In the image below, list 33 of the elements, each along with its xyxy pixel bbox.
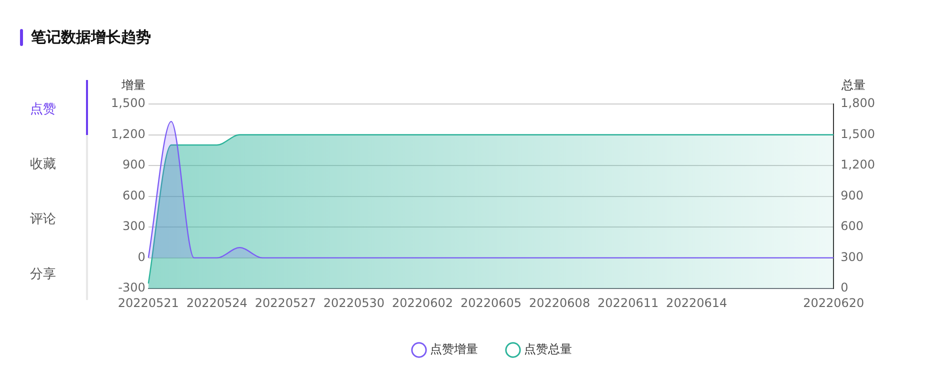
y2-tick-label: 1,500 bbox=[840, 126, 876, 141]
y-axis-title: 增量 bbox=[120, 78, 146, 92]
text: 点赞 bbox=[30, 101, 56, 118]
x-tick-label: 20220608 bbox=[528, 296, 590, 310]
y-tick-label: 0 bbox=[138, 250, 146, 264]
x-tick-label: 20220530 bbox=[323, 296, 384, 310]
x-tick-label: 20220620 bbox=[803, 296, 864, 310]
legend-label: 点赞增量 bbox=[430, 342, 478, 356]
x-tick-label: 20220605 bbox=[460, 296, 522, 310]
x-tick-label: 20220611 bbox=[598, 296, 659, 310]
y-tick-label: 900 bbox=[122, 158, 146, 172]
y2-tick-label: 600 bbox=[840, 219, 864, 234]
y-tick-label: 600 bbox=[122, 188, 146, 202]
y-tick-label: 1,500 bbox=[110, 96, 146, 110]
y2-axis-title: 总量 bbox=[840, 78, 866, 92]
y2-tick-label: 1,200 bbox=[840, 158, 876, 172]
y-tick-label: -300 bbox=[118, 280, 146, 295]
chart-title: 笔记数据增长趋势 bbox=[31, 28, 151, 47]
legend-label: 点赞总量 bbox=[524, 342, 572, 356]
y2-tick-label: 0 bbox=[840, 280, 848, 295]
x-tick-label: 20220527 bbox=[254, 296, 316, 310]
text: 评论 bbox=[30, 211, 56, 228]
y2-tick-label: 900 bbox=[840, 188, 864, 202]
x-tick-label: 20220602 bbox=[392, 296, 454, 310]
text: 分享 bbox=[30, 266, 56, 283]
y2-tick-label: 1,800 bbox=[840, 96, 876, 110]
y-tick-label: 300 bbox=[122, 219, 146, 234]
text: 收藏 bbox=[30, 156, 56, 173]
y-tick-label: 1,200 bbox=[110, 126, 146, 141]
y2-tick-label: 300 bbox=[840, 250, 864, 264]
x-tick-label: 20220521 bbox=[118, 296, 179, 310]
x-tick-label: 20220524 bbox=[186, 296, 248, 310]
x-tick-label: 20220614 bbox=[666, 296, 728, 310]
